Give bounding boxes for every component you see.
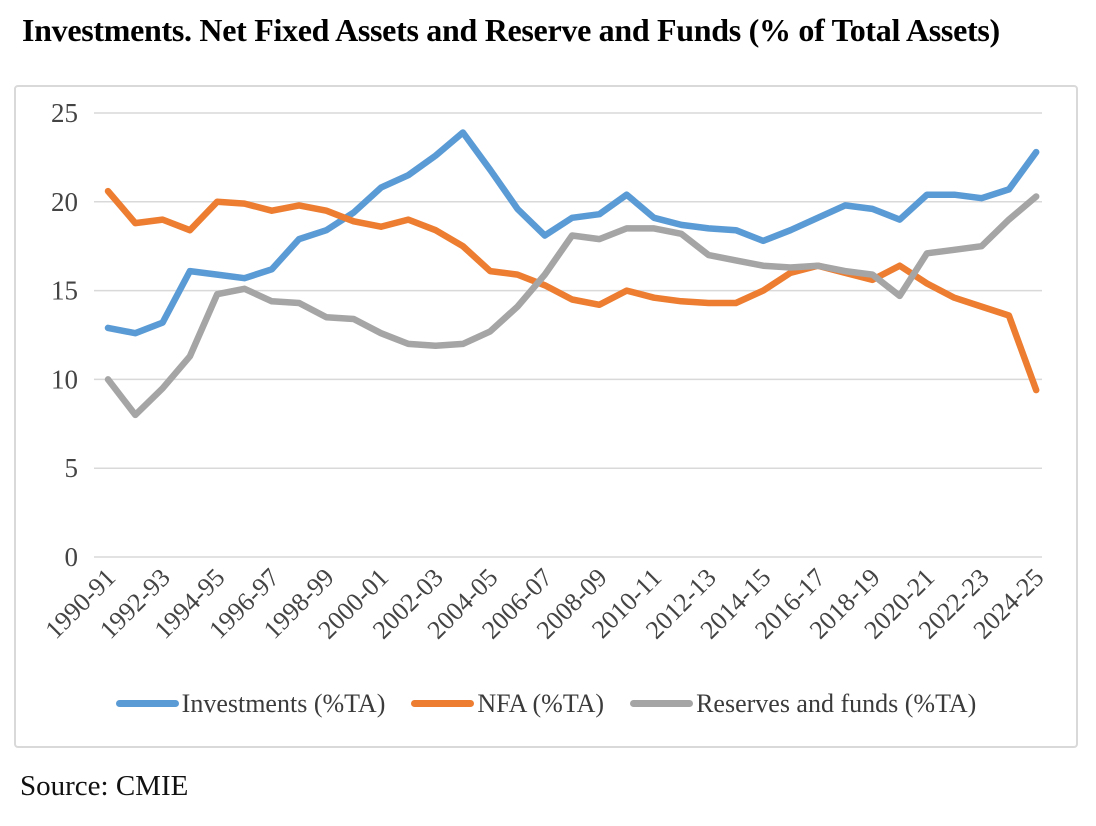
legend-swatch-reserves [630,700,694,707]
y-tick-label: 0 [65,542,79,572]
legend-item-reserves: Reserves and funds (%TA) [630,689,976,719]
series-line-investments [104,129,1040,337]
legend-swatch-investments [115,700,179,707]
chart-title: Investments. Net Fixed Assets and Reserv… [22,12,1000,48]
source-note: Source: CMIE [20,770,189,802]
chart-container: 0 5 10 15 20 25 1990-91 1992-93 1994-95 1996-97 19… [14,85,1078,748]
legend-swatch-nfa [411,700,475,707]
series-line-reserves [104,193,1040,419]
series-line-nfa [104,187,1040,394]
y-tick-label: 5 [65,453,79,483]
legend-item-nfa: NFA (%TA) [411,689,604,719]
legend-item-investments: Investments (%TA) [115,688,386,719]
y-tick-label: 10 [51,364,78,394]
legend-label-investments: Investments (%TA) [181,688,386,718]
legend-label-nfa: NFA (%TA) [477,688,605,718]
legend-label-reserves: Reserves and funds (%TA) [696,688,977,718]
chart-canvas: 05101520251990-911992-931994-951996-9719… [39,98,1049,645]
y-tick-label: 20 [51,187,78,217]
y-tick-label: 25 [51,98,78,128]
y-tick-label: 15 [51,276,78,306]
chart-legend: Investments (%TA) NFA (%TA) Reserves and… [16,661,1076,746]
